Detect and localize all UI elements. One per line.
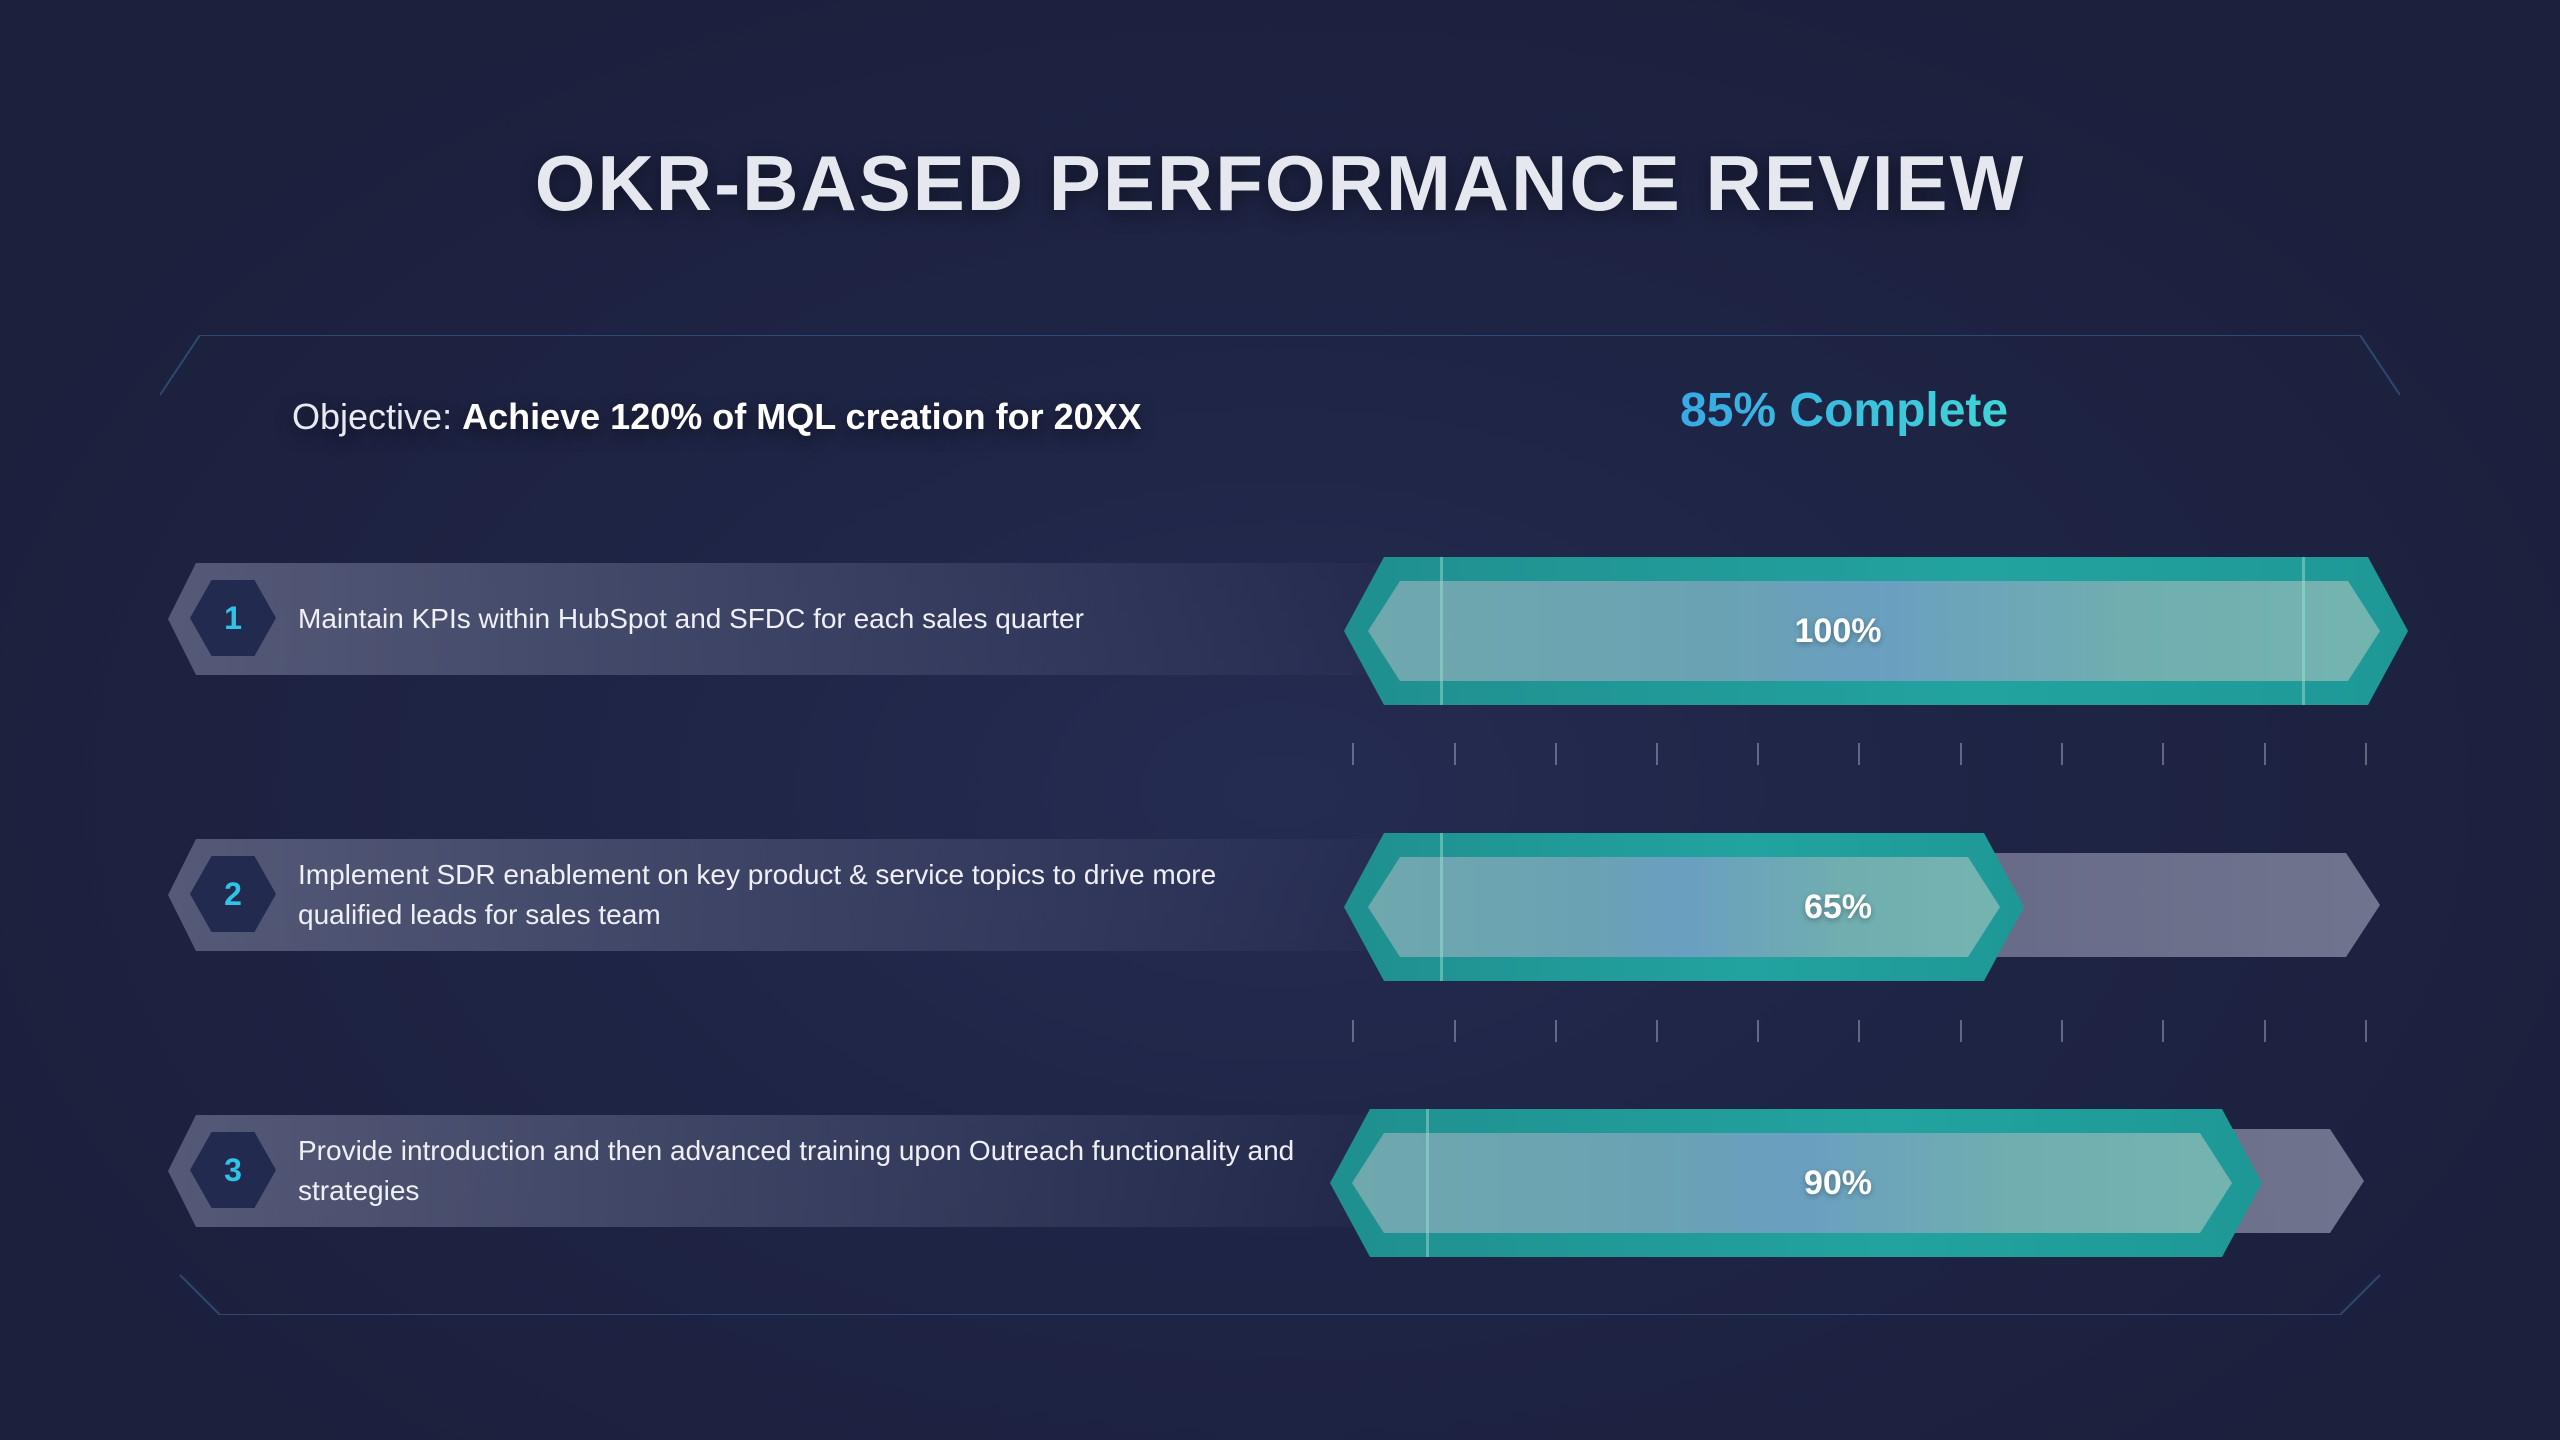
objective-goal: Achieve 120% of MQL creation for 20XX [462,396,1142,437]
progress-percent: 100% [1794,611,1882,650]
overall-completion: 85% Complete [1680,384,2009,437]
progress-fill-divider [1440,557,1443,705]
key-result-text: Maintain KPIs within HubSpot and SFDC fo… [298,603,1084,634]
progress-fill [1368,581,2380,681]
progress-fill [1368,857,2000,957]
progress-percent: 65% [1803,887,1873,926]
key-result-label-bar [168,1115,1398,1227]
key-result-text: Provide introduction and then advanced t… [298,1135,1295,1206]
page-title: OKR-BASED PERFORMANCE REVIEW [534,139,2026,227]
key-result-row-3: 3 Provide introduction and then advanced… [168,1095,2408,1257]
progress-percent: 90% [1803,1163,1873,1202]
key-result-row-1: 1 Maintain KPIs within HubSpot and SFDC … [168,543,2408,705]
key-result-text: Implement SDR enablement on key product … [298,859,1217,930]
key-result-label-bar [168,839,1398,951]
tick-marks [1352,743,2372,773]
progress-fill [1352,1133,2232,1233]
key-result-number-badge: 2 [190,856,276,932]
progress-fill-divider [1426,1109,1429,1257]
objective-prefix: Objective: [292,396,453,437]
key-result-label-bar [168,563,1398,675]
objective-statement: Objective: Achieve 120% of MQL creation … [292,396,1142,438]
key-result-number-badge: 1 [190,580,276,656]
key-result-row-2: 2 Implement SDR enablement on key produc… [168,819,2408,981]
progress-fill-divider [2302,557,2305,705]
tick-marks [1352,1020,2372,1050]
progress-fill-divider [1440,833,1443,981]
